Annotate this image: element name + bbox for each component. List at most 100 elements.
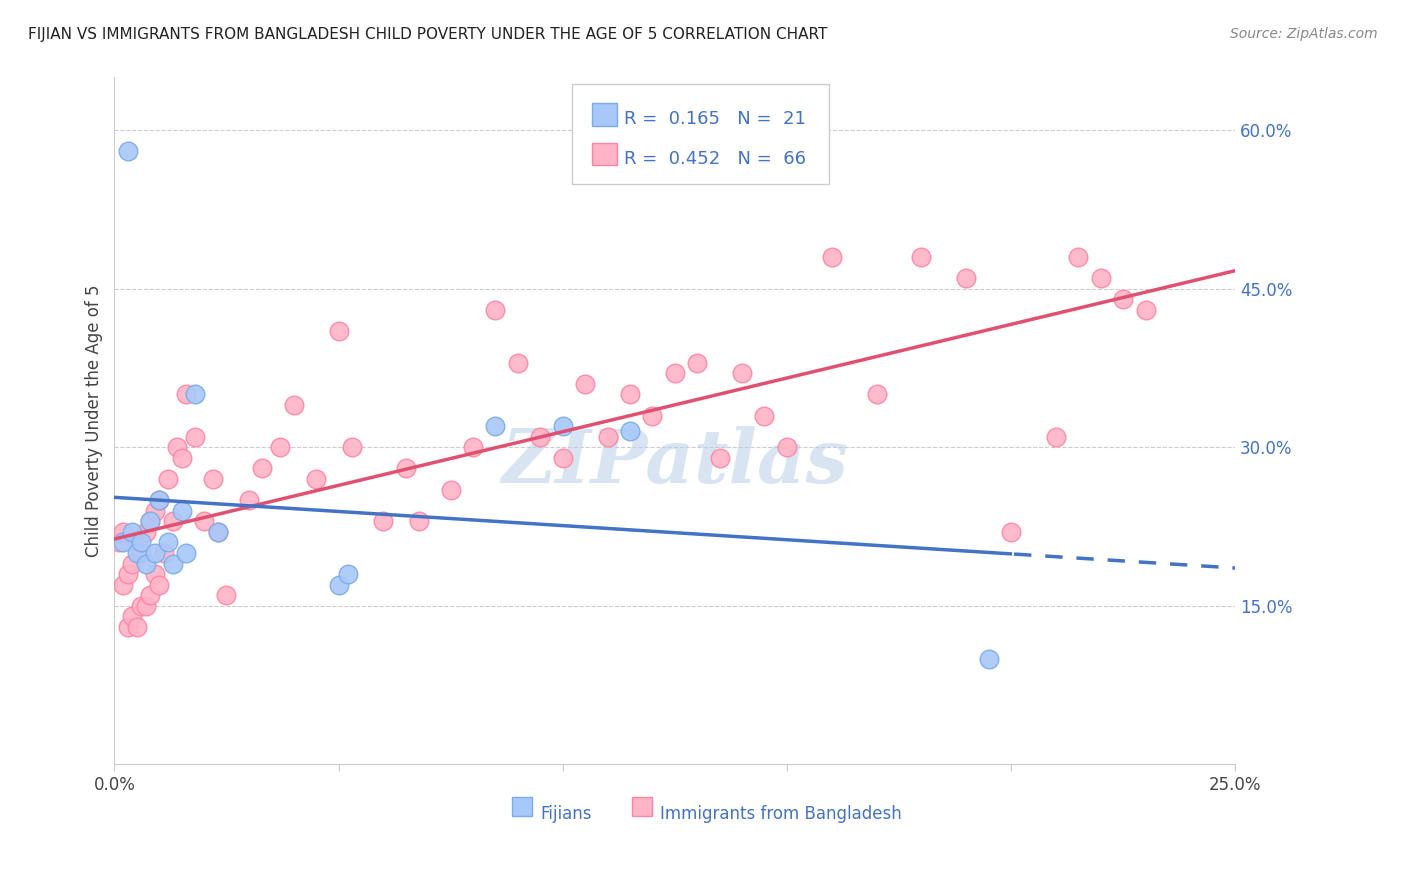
Point — [395, 461, 418, 475]
Point — [184, 387, 207, 401]
Point — [776, 440, 799, 454]
Point — [910, 250, 932, 264]
Point — [1045, 430, 1067, 444]
Point — [484, 302, 506, 317]
Point — [121, 557, 143, 571]
Text: R =  0.452   N =  66: R = 0.452 N = 66 — [624, 150, 807, 168]
Point — [117, 620, 139, 634]
Point — [529, 430, 551, 444]
Point — [143, 504, 166, 518]
Point — [125, 535, 148, 549]
Point — [340, 440, 363, 454]
Point — [139, 514, 162, 528]
Point — [148, 493, 170, 508]
Point — [170, 504, 193, 518]
Point — [1067, 250, 1090, 264]
Text: ZIPatlas: ZIPatlas — [502, 425, 848, 499]
Point — [170, 450, 193, 465]
Point — [373, 514, 395, 528]
Text: R =  0.165   N =  21: R = 0.165 N = 21 — [624, 110, 806, 128]
Point — [207, 524, 229, 539]
Point — [664, 367, 686, 381]
Point — [131, 535, 153, 549]
Point — [865, 387, 887, 401]
Point — [117, 567, 139, 582]
Point — [148, 577, 170, 591]
Point — [1000, 524, 1022, 539]
FancyBboxPatch shape — [633, 797, 652, 816]
Point — [112, 535, 135, 549]
Point — [121, 524, 143, 539]
Point — [121, 609, 143, 624]
Point — [174, 387, 197, 401]
Point — [143, 546, 166, 560]
Point — [328, 324, 350, 338]
Point — [238, 493, 260, 508]
Point — [1090, 271, 1112, 285]
FancyBboxPatch shape — [592, 143, 617, 165]
Point — [125, 620, 148, 634]
Point — [336, 567, 359, 582]
FancyBboxPatch shape — [572, 85, 830, 184]
Point — [202, 472, 225, 486]
Point — [143, 567, 166, 582]
Point — [125, 546, 148, 560]
Point — [574, 376, 596, 391]
Point — [328, 577, 350, 591]
Point — [135, 599, 157, 613]
Point — [174, 546, 197, 560]
Text: FIJIAN VS IMMIGRANTS FROM BANGLADESH CHILD POVERTY UNDER THE AGE OF 5 CORRELATIO: FIJIAN VS IMMIGRANTS FROM BANGLADESH CHI… — [28, 27, 828, 42]
Point — [641, 409, 664, 423]
Point — [461, 440, 484, 454]
Point — [709, 450, 731, 465]
Point — [162, 557, 184, 571]
Point — [252, 461, 274, 475]
Point — [955, 271, 977, 285]
Point — [821, 250, 844, 264]
Point — [131, 546, 153, 560]
Point — [1112, 293, 1135, 307]
Point — [139, 514, 162, 528]
Point — [619, 387, 641, 401]
Point — [157, 472, 180, 486]
Point — [157, 535, 180, 549]
Text: Immigrants from Bangladesh: Immigrants from Bangladesh — [661, 805, 903, 823]
Point — [131, 599, 153, 613]
Text: Fijians: Fijians — [540, 805, 592, 823]
Point — [193, 514, 215, 528]
Point — [283, 398, 305, 412]
Y-axis label: Child Poverty Under the Age of 5: Child Poverty Under the Age of 5 — [86, 285, 103, 558]
FancyBboxPatch shape — [592, 103, 617, 126]
Point — [305, 472, 328, 486]
Point — [686, 356, 709, 370]
Point — [108, 535, 131, 549]
Point — [162, 514, 184, 528]
Point — [506, 356, 529, 370]
Point — [408, 514, 430, 528]
Point — [619, 425, 641, 439]
Point — [596, 430, 619, 444]
Point — [184, 430, 207, 444]
Point — [166, 440, 188, 454]
Point — [551, 450, 574, 465]
Point — [152, 546, 174, 560]
Point — [207, 524, 229, 539]
Point — [440, 483, 463, 497]
Point — [484, 419, 506, 434]
Text: Source: ZipAtlas.com: Source: ZipAtlas.com — [1230, 27, 1378, 41]
Point — [731, 367, 754, 381]
Point — [1135, 302, 1157, 317]
Point — [112, 577, 135, 591]
Point — [754, 409, 776, 423]
Point — [117, 145, 139, 159]
FancyBboxPatch shape — [512, 797, 533, 816]
Point — [135, 557, 157, 571]
Point — [139, 588, 162, 602]
Point — [977, 651, 1000, 665]
Point — [135, 524, 157, 539]
Point — [148, 493, 170, 508]
Point — [112, 524, 135, 539]
Point — [269, 440, 291, 454]
Point — [551, 419, 574, 434]
Point — [215, 588, 238, 602]
